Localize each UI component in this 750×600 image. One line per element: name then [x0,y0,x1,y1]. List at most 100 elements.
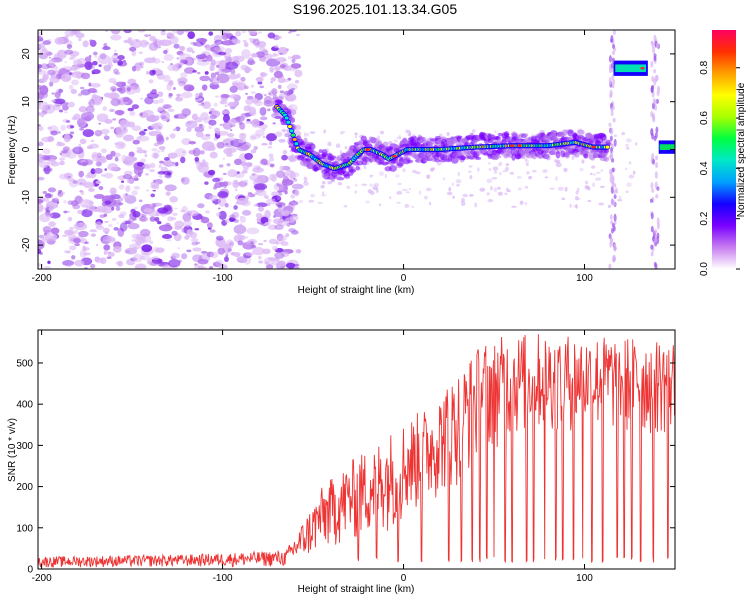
noise-blob [526,171,529,174]
noise-blob [456,184,460,186]
noise-blob [217,131,229,136]
noise-blob [462,194,467,197]
noise-blob [45,193,54,198]
noise-blob [64,250,71,253]
noise-blob [180,72,187,77]
noise-blob [131,190,137,195]
noise-blob [651,188,654,193]
noise-blob [180,59,186,63]
noise-blob [97,152,102,157]
noise-blob [262,179,266,182]
signal-halo [383,142,389,147]
noise-blob [194,157,199,162]
noise-blob [408,134,412,137]
noise-blob [152,70,156,74]
noise-blob [452,182,454,186]
noise-blob [151,123,159,129]
noise-blob [70,126,74,129]
noise-blob [139,51,143,54]
noise-blob [84,61,92,70]
noise-blob [62,260,74,266]
noise-blob [361,183,367,186]
noise-blob [469,175,472,179]
noise-blob [290,215,299,221]
signal-halo [477,151,481,156]
noise-blob [206,134,211,137]
noise-blob [209,65,214,71]
noise-blob [238,138,246,143]
signal-halo [336,177,344,180]
noise-blob [220,124,224,126]
noise-blob [271,88,277,95]
noise-blob [572,155,575,159]
noise-blob [176,94,180,97]
noise-blob [216,236,224,241]
noise-blob [69,57,74,60]
noise-blob [241,133,244,136]
noise-blob [613,244,616,252]
noise-blob [193,42,197,46]
noise-blob [617,199,622,201]
noise-blob [90,83,101,88]
noise-blob [251,119,259,128]
noise-blob [67,231,75,239]
noise-blob [281,155,288,161]
noise-blob [225,105,228,108]
snr-y-tick-label: 200 [16,482,33,493]
noise-blob [532,170,537,172]
noise-blob [225,203,229,208]
noise-blob [245,121,250,124]
noise-blob [323,129,326,133]
noise-blob [69,245,76,250]
noise-blob [488,162,490,165]
noise-blob [173,87,176,90]
noise-blob [275,131,283,136]
noise-blob [276,170,285,178]
noise-blob [199,124,203,127]
noise-blob [219,182,225,187]
noise-blob [258,31,262,33]
noise-blob [79,128,84,131]
noise-blob [63,211,67,214]
noise-blob [258,206,264,211]
noise-blob [493,166,499,170]
noise-blob [78,93,82,96]
noise-blob [123,135,134,142]
noise-blob [128,223,140,229]
noise-blob [85,175,90,179]
noise-blob [138,136,141,139]
noise-blob [614,139,617,147]
noise-blob [133,140,140,145]
noise-blob [614,134,618,137]
noise-blob [90,229,98,232]
noise-blob [321,194,327,197]
noise-blob [197,60,209,66]
noise-blob [610,136,613,142]
noise-blob [273,122,276,124]
noise-blob [129,47,136,52]
noise-blob [354,133,358,136]
noise-blob [610,147,613,153]
noise-blob [110,86,117,91]
noise-blob [468,171,471,173]
noise-blob [654,229,657,233]
noise-blob [170,133,176,138]
noise-blob [294,70,302,78]
noise-blob [237,198,248,206]
noise-blob [653,69,656,73]
noise-blob [112,218,116,221]
noise-blob [71,79,79,85]
noise-blob [629,175,635,179]
noise-blob [93,52,98,56]
noise-blob [134,167,144,176]
noise-blob [105,134,107,136]
noise-blob [171,217,176,221]
noise-blob [283,79,289,83]
noise-blob [517,176,522,179]
noise-blob [216,212,221,216]
noise-blob [152,185,160,190]
noise-blob [140,98,143,100]
noise-blob [140,113,143,116]
noise-blob [175,148,187,157]
noise-blob [47,126,52,129]
